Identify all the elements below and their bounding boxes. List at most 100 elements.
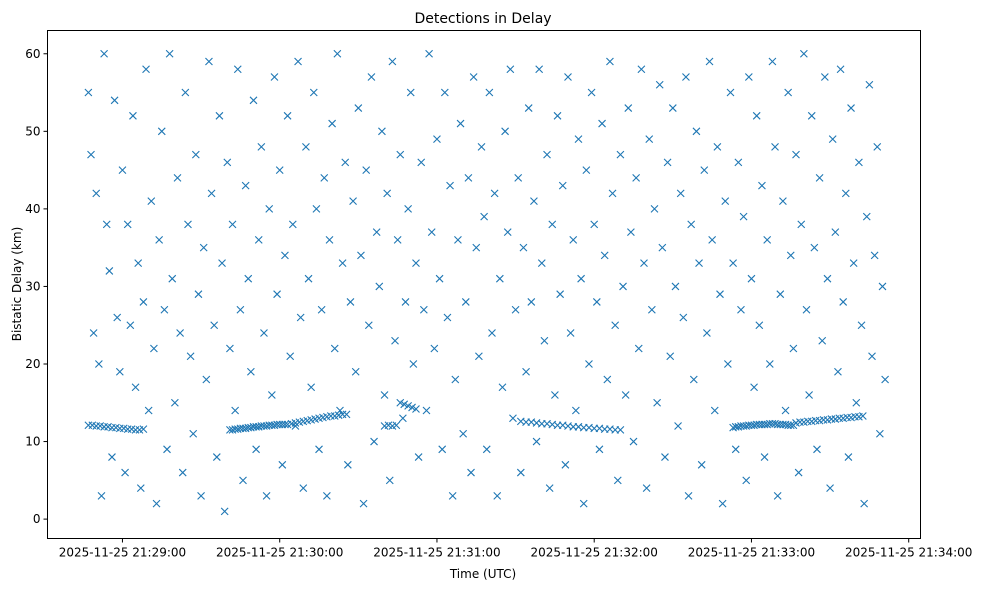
data-point xyxy=(469,73,478,81)
data-point xyxy=(241,181,250,190)
data-point xyxy=(603,375,612,384)
data-point xyxy=(797,220,806,229)
x-tick-label: 2025-11-25 21:31:00 xyxy=(373,546,500,560)
data-point xyxy=(126,321,135,330)
data-point xyxy=(425,49,433,58)
data-point xyxy=(590,220,599,229)
data-point xyxy=(532,437,541,446)
data-point xyxy=(205,57,213,66)
data-point xyxy=(155,236,164,244)
data-point xyxy=(616,150,625,159)
data-point xyxy=(577,274,585,283)
data-point xyxy=(805,391,814,399)
data-point xyxy=(847,104,855,112)
data-point xyxy=(710,406,719,415)
data-point xyxy=(852,398,861,407)
data-point xyxy=(262,491,271,500)
data-point xyxy=(252,445,261,454)
data-point xyxy=(181,88,190,97)
data-point xyxy=(260,329,268,337)
data-point xyxy=(574,135,583,143)
data-point xyxy=(645,135,654,143)
data-point xyxy=(123,220,132,229)
data-point xyxy=(477,142,486,151)
data-point xyxy=(194,290,203,299)
data-point xyxy=(870,251,879,260)
data-point xyxy=(823,274,832,283)
data-point xyxy=(448,491,457,500)
data-point xyxy=(115,367,124,376)
data-point xyxy=(202,375,211,384)
data-point xyxy=(254,236,263,244)
data-point xyxy=(860,499,869,508)
data-point xyxy=(414,453,423,461)
data-point xyxy=(485,88,494,97)
data-point xyxy=(818,336,827,345)
data-point xyxy=(556,290,565,299)
data-point xyxy=(734,158,743,167)
data-point xyxy=(566,329,575,337)
data-point xyxy=(102,220,111,229)
plot-frame xyxy=(47,30,921,539)
data-point xyxy=(176,329,185,337)
data-point xyxy=(87,150,95,159)
data-point xyxy=(834,367,842,376)
data-point xyxy=(231,406,240,415)
data-point xyxy=(608,189,617,198)
data-point xyxy=(737,305,745,314)
data-point xyxy=(94,360,103,368)
data-point xyxy=(244,274,253,283)
chart-title: Detections in Delay xyxy=(414,11,551,27)
data-point xyxy=(501,127,509,136)
data-point xyxy=(624,104,633,112)
data-point xyxy=(309,88,318,97)
data-point xyxy=(160,305,169,314)
data-point xyxy=(598,119,606,128)
data-point xyxy=(862,212,871,221)
data-point xyxy=(288,220,297,229)
data-point xyxy=(281,251,289,260)
data-point xyxy=(516,468,525,477)
data-point xyxy=(755,321,764,330)
data-point xyxy=(744,73,753,81)
data-point xyxy=(684,491,693,500)
y-tick-label: 0 xyxy=(33,512,41,526)
data-point xyxy=(844,453,853,461)
data-point xyxy=(634,344,643,353)
data-point xyxy=(530,197,538,206)
data-point xyxy=(152,499,161,508)
data-point xyxy=(239,476,247,485)
data-point xyxy=(718,499,727,508)
data-point xyxy=(503,228,512,237)
data-point xyxy=(789,344,798,353)
data-point xyxy=(551,391,559,399)
data-point xyxy=(687,220,696,229)
x-tick-label: 2025-11-25 21:30:00 xyxy=(216,546,343,560)
data-point xyxy=(226,344,234,353)
data-point xyxy=(472,243,481,252)
data-point xyxy=(794,468,803,477)
data-point xyxy=(475,352,483,361)
data-point xyxy=(726,88,735,97)
data-point xyxy=(385,476,394,485)
data-point xyxy=(692,127,701,136)
data-point xyxy=(865,80,874,89)
data-point xyxy=(372,228,381,237)
data-point xyxy=(881,375,890,384)
data-point xyxy=(299,484,308,492)
data-point xyxy=(786,421,795,430)
data-point xyxy=(446,181,454,190)
data-point xyxy=(315,445,323,454)
data-point xyxy=(370,437,378,446)
data-point xyxy=(364,321,373,330)
data-point xyxy=(855,158,863,167)
data-point xyxy=(506,65,515,74)
data-point xyxy=(488,329,496,337)
data-point xyxy=(435,274,444,283)
data-point xyxy=(191,150,200,159)
data-point xyxy=(249,96,258,105)
data-point xyxy=(400,400,409,409)
data-point xyxy=(396,398,405,407)
data-point xyxy=(658,243,667,252)
